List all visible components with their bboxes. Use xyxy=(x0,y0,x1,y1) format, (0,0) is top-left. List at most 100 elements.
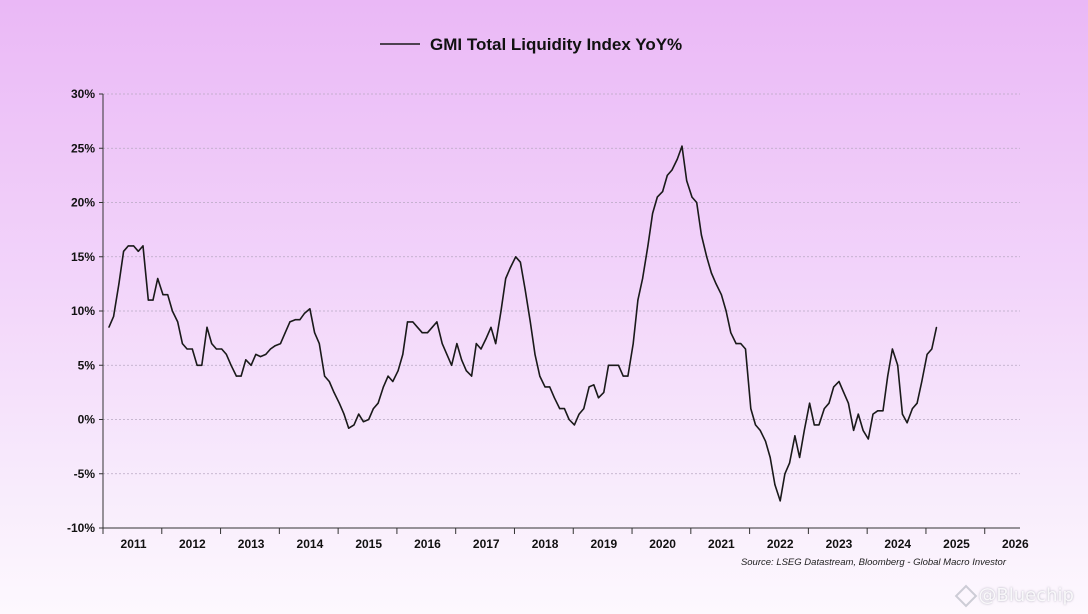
data-point xyxy=(259,356,262,358)
x-tick-label: 2025 xyxy=(943,537,970,551)
data-point xyxy=(897,364,899,366)
data-point xyxy=(343,413,345,415)
y-tick-label: 5% xyxy=(78,358,96,372)
data-point xyxy=(309,308,311,310)
y-tick-label: -10% xyxy=(67,521,95,535)
data-point xyxy=(632,343,634,345)
data-point xyxy=(377,402,379,404)
x-axis: 2011 2012 2013 2014 2015 2016 2017 2018 2019 2020… xyxy=(102,94,1029,551)
data-point xyxy=(622,375,624,377)
data-point xyxy=(637,299,639,301)
data-point xyxy=(294,319,296,321)
data-point xyxy=(221,348,223,350)
data-point xyxy=(853,429,855,431)
data-point xyxy=(240,375,242,377)
x-tick-label: 2026 xyxy=(1002,537,1029,551)
data-point xyxy=(803,429,805,431)
data-point xyxy=(534,353,536,355)
x-tick-label: 2015 xyxy=(355,537,382,551)
data-point xyxy=(676,158,678,160)
data-point xyxy=(456,343,458,345)
data-point xyxy=(397,370,399,372)
x-tick-label: 2024 xyxy=(884,537,911,551)
data-point xyxy=(118,283,120,285)
data-point xyxy=(583,408,585,410)
watermark-text: @Bluechip xyxy=(978,585,1074,606)
data-point xyxy=(750,408,752,410)
data-point xyxy=(838,380,840,383)
data-point xyxy=(935,326,938,328)
data-point xyxy=(387,375,389,377)
data-point xyxy=(597,397,600,399)
data-point xyxy=(314,332,316,334)
data-point xyxy=(578,413,580,415)
data-point xyxy=(926,353,928,355)
data-point xyxy=(206,326,208,328)
data-points xyxy=(108,145,938,502)
data-point xyxy=(304,312,306,314)
data-point xyxy=(549,386,551,388)
data-point xyxy=(789,462,791,464)
data-point xyxy=(201,364,203,366)
data-point xyxy=(196,364,198,366)
data-point xyxy=(809,402,811,404)
data-point xyxy=(559,408,561,410)
data-point xyxy=(921,380,923,383)
data-point xyxy=(794,435,796,437)
data-point xyxy=(652,212,654,214)
data-point xyxy=(225,353,227,355)
data-point xyxy=(754,424,757,426)
data-point xyxy=(245,359,247,361)
data-point xyxy=(568,418,570,421)
data-point xyxy=(324,375,326,377)
data-point xyxy=(833,386,835,388)
data-point xyxy=(142,245,144,247)
data-point xyxy=(250,364,252,366)
data-point xyxy=(700,234,703,236)
data-point xyxy=(529,321,531,323)
data-point xyxy=(412,321,414,323)
x-tick-label: 2014 xyxy=(297,537,324,551)
data-point xyxy=(681,145,683,147)
data-point xyxy=(416,326,419,328)
data-point xyxy=(436,321,438,323)
data-point xyxy=(588,386,590,388)
x-tick-label: 2019 xyxy=(590,537,617,551)
data-point xyxy=(818,424,820,426)
data-point xyxy=(706,256,708,258)
data-point xyxy=(931,348,933,350)
data-point xyxy=(191,348,193,350)
data-point xyxy=(686,180,688,182)
data-point xyxy=(593,384,595,386)
data-point xyxy=(544,386,546,388)
data-point xyxy=(867,438,869,440)
data-point xyxy=(133,245,135,247)
x-tick-label: 2021 xyxy=(708,537,735,551)
data-point xyxy=(171,310,173,312)
data-point xyxy=(475,343,477,345)
data-point xyxy=(123,250,125,252)
x-tick-label: 2011 xyxy=(121,537,147,551)
data-point xyxy=(887,375,889,377)
data-point xyxy=(843,391,845,393)
data-point xyxy=(269,348,272,350)
data-point xyxy=(696,201,698,204)
y-tick-label: 0% xyxy=(78,413,96,427)
data-point xyxy=(509,267,511,269)
data-point xyxy=(769,456,771,459)
data-point xyxy=(710,272,713,274)
data-point xyxy=(127,245,129,247)
data-point xyxy=(779,500,781,502)
x-tick-label: 2013 xyxy=(238,537,265,551)
y-axis-ticks: 30% 25% 20% 15% 10% 5% 0% -5% -10% xyxy=(67,87,103,535)
data-point xyxy=(230,364,232,366)
y-tick-label: 20% xyxy=(71,196,95,210)
data-point xyxy=(813,424,815,426)
data-point xyxy=(735,343,737,345)
data-point xyxy=(799,456,801,459)
y-tick-label: 10% xyxy=(71,304,95,318)
data-point xyxy=(235,375,237,377)
data-point xyxy=(573,424,576,426)
x-tick-label: 2023 xyxy=(826,537,853,551)
data-point xyxy=(730,332,732,334)
